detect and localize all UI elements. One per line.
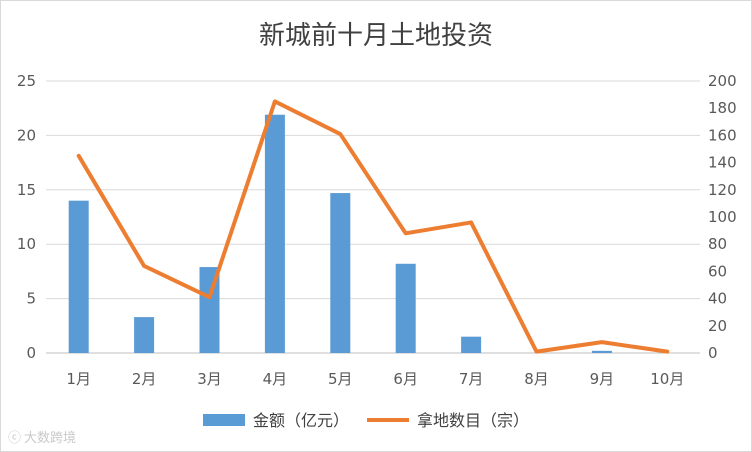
y-right-tick-label: 40 [708, 290, 727, 308]
y-right-tick-label: 200 [708, 72, 737, 90]
bar [68, 200, 89, 353]
y-right-tick-label: 140 [708, 154, 737, 172]
legend-swatch-bar [203, 414, 245, 426]
y-right-tick-label: 100 [708, 208, 737, 226]
line-series [76, 99, 670, 354]
x-tick-label: 1月 [66, 370, 91, 388]
y-right-tick-label: 80 [708, 235, 727, 253]
y-left-tick-label: 5 [26, 290, 36, 308]
x-tick-label: 8月 [524, 370, 549, 388]
x-tick-label: 9月 [590, 370, 615, 388]
x-tick-label: 10月 [650, 370, 684, 388]
legend: 金额（亿元） 拿地数目（宗） [203, 411, 529, 430]
y-right-tick-label: 20 [708, 317, 727, 335]
gridlines [46, 80, 700, 354]
y-left-tick-label: 10 [17, 235, 36, 253]
legend-label-bar: 金额（亿元） [253, 411, 349, 430]
x-tick-label: 4月 [263, 370, 288, 388]
x-tick-label: 6月 [393, 370, 418, 388]
y-left-tick-label: 25 [17, 72, 36, 90]
series-line [76, 99, 670, 354]
x-tick-label: 3月 [197, 370, 222, 388]
y-left-tick-label: 15 [17, 181, 36, 199]
watermark-logo-icon: ⓒ [8, 431, 21, 446]
y-right-tick-label: 180 [708, 99, 737, 117]
y-left-tick-label: 20 [17, 126, 36, 144]
bar [330, 193, 351, 353]
y-right-tick-label: 120 [708, 181, 737, 199]
watermark: ⓒ 大数跨境 [8, 431, 76, 446]
y-right-tick-label: 0 [708, 344, 718, 362]
bar [264, 114, 285, 353]
axes: 0 5 10 15 20 25 0 20 40 60 80 100 120 140 160 180 200 1月 2… [17, 72, 737, 388]
bar [591, 350, 612, 353]
x-tick-label: 5月 [328, 370, 353, 388]
y-right-tick-label: 60 [708, 262, 727, 280]
watermark-text: 大数跨境 [24, 431, 76, 446]
x-tick-label: 2月 [132, 370, 157, 388]
legend-label-line: 拿地数目（宗） [417, 411, 529, 430]
x-tick-label: 7月 [459, 370, 484, 388]
bar [395, 263, 416, 353]
y-left-tick-label: 0 [26, 344, 36, 362]
bar [461, 336, 482, 353]
bar [134, 317, 155, 353]
y-right-tick-label: 160 [708, 126, 737, 144]
chart-title: 新城前十月土地投资 [259, 21, 493, 51]
